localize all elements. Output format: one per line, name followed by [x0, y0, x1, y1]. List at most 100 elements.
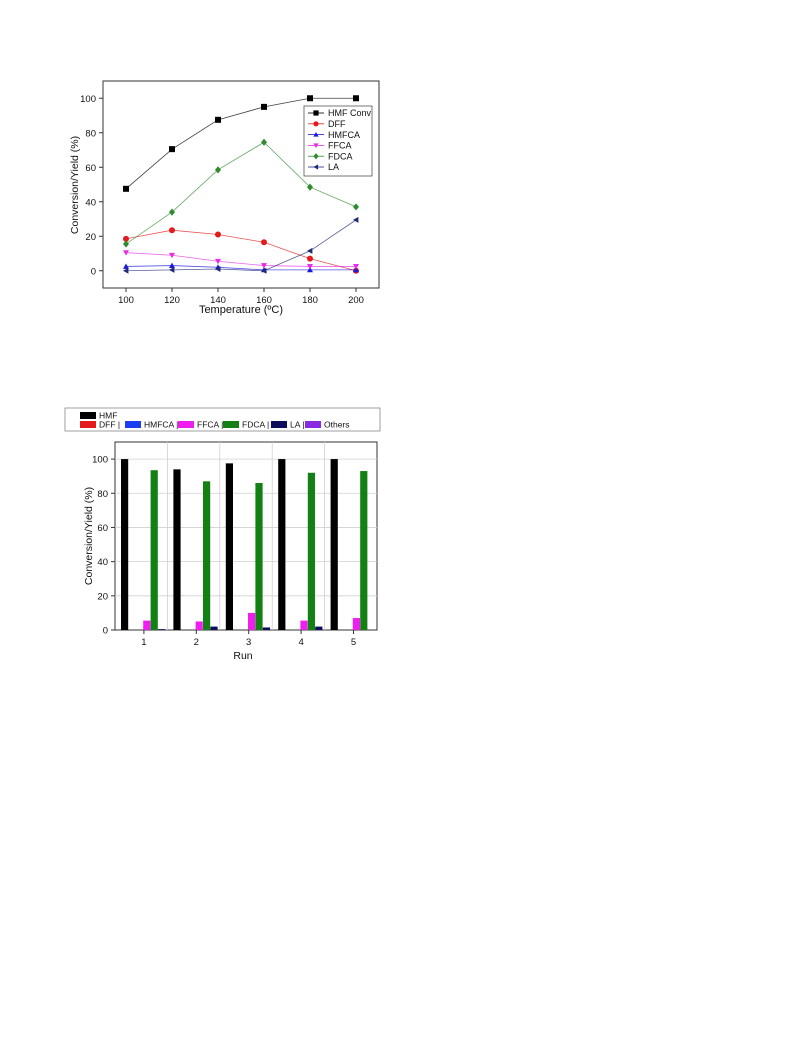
chart1-series-line-ffca [125, 252, 356, 267]
chart2-y-tick-label: 80 [97, 489, 108, 500]
chart2-legend-swatch-hmfca [125, 421, 141, 428]
chart1-x-tick-label: 140 [210, 295, 226, 306]
chart1-point-hmfca [353, 266, 359, 273]
chart1-x-tick-label: 120 [164, 295, 180, 306]
chart1-legend-label-dff: DFF [328, 119, 346, 129]
chart1-y-tick-label: 0 [91, 266, 96, 277]
chart1-legend-box [303, 105, 373, 177]
chart2-bar-hmf-run-5 [330, 459, 338, 630]
chart2-y-axis-label: Conversion/Yield (%) [83, 487, 95, 585]
chart2-bar-fdca-run-3 [255, 483, 263, 630]
chart2-bar-ffca-run-3 [248, 612, 256, 630]
chart2-y-tick-label: 20 [97, 591, 108, 602]
chart1-point-dff [169, 227, 175, 234]
chart1-legend-label-fdca: FDCA [328, 151, 353, 161]
chart1-point-la [353, 216, 359, 223]
chart2-bar-fdca-run-5 [360, 471, 368, 630]
chart1-point-dff [261, 239, 267, 246]
chart2-legend-swatch-dff [80, 421, 96, 428]
chart2-bar-hmf-run-3 [225, 463, 233, 630]
chart2-x-tick-label: 1 [141, 637, 146, 648]
chart2-bar-fdca-run-2 [203, 481, 211, 630]
chart1-x-tick-label: 100 [118, 295, 134, 306]
chart1-x-tick-label: 200 [348, 295, 364, 306]
chart1-y-tick-label: 80 [85, 128, 96, 139]
chart1-legend-label-hmfca: HMFCA [328, 130, 360, 140]
chart1-point-fdca [307, 183, 313, 191]
chart2-legend-label-dff: DFF | [99, 420, 120, 430]
chart2-legend-label-others: Others [324, 420, 350, 430]
chart1-legend-marker-ffca [313, 143, 319, 148]
chart1-series-line-hmf-conv [125, 97, 356, 190]
chart1-point-la [215, 266, 221, 273]
chart2-y-tick-label: 0 [103, 626, 108, 637]
chart2-bar-la-run-1 [158, 629, 166, 630]
chart1-series-line-la [125, 219, 357, 272]
chart2-legend-label-hmfca: HMFCA | [144, 420, 178, 430]
chart2-legend-swatch-ffca [178, 421, 194, 428]
chart2-legend-box [64, 407, 381, 432]
chart2-legend-swatch-others [305, 421, 321, 428]
chart1-point-la [123, 267, 129, 274]
chart2-legend-swatch-fdca [223, 421, 239, 428]
chart1-legend-marker-la [313, 164, 319, 170]
chart2-legend-swatch-la [271, 421, 287, 428]
chart1-point-hmf-conv [169, 146, 175, 153]
chart2-legend-label-ffca: FFCA | [197, 420, 223, 430]
chart1-point-ffca [123, 250, 129, 256]
chart2-x-tick-label: 5 [351, 637, 356, 648]
chart1-point-hmf-conv [307, 95, 313, 102]
chart1-point-dff [123, 235, 129, 242]
chart1-series-line-dff [125, 229, 357, 272]
chart2-bar-hmf-run-2 [173, 469, 181, 630]
chart1-y-tick-label: 40 [85, 197, 96, 208]
chart1-point-la [169, 266, 175, 273]
chart1-x-tick-label: 160 [256, 295, 272, 306]
chart1-point-fdca [123, 240, 129, 248]
chart1-legend-marker-hmf-conv [313, 110, 319, 116]
chart1-point-ffca [307, 264, 313, 270]
chart2-bar-hmf-run-1 [121, 459, 129, 630]
chart1-legend-marker-hmfca [313, 132, 319, 137]
chart1-point-ffca [261, 263, 267, 269]
chart2-legend-label-fdca: FDCA | [242, 420, 269, 430]
chart1-x-tick-label: 180 [302, 295, 318, 306]
chart2-bar-la-run-3 [262, 627, 270, 630]
chart2-bar-la-run-4 [315, 626, 323, 630]
chart1-legend-marker-dff [313, 121, 319, 127]
chart1-point-dff [307, 255, 313, 262]
chart2-bar-fdca-run-1 [150, 470, 158, 630]
chart1-point-fdca [169, 208, 175, 216]
chart1-point-la [307, 247, 313, 254]
chart1-point-fdca [261, 138, 267, 146]
chart1-point-hmfca [169, 262, 175, 268]
chart1-point-hmf-conv [353, 95, 359, 102]
chart1-y-tick-label: 100 [80, 94, 96, 105]
chart1-series-line-fdca [125, 141, 357, 245]
chart1-legend-label-la: LA [328, 162, 339, 172]
chart1-point-hmf-conv [215, 116, 221, 123]
chart2-x-axis-label: Run [233, 650, 252, 660]
temperature-line-chart: 0 20 40 60 80 100 100 120 140 160 180 200 HMF Conv… [69, 80, 380, 316]
chart2-x-tick-label: 4 [298, 637, 303, 648]
chart1-y-tick-label: 60 [85, 163, 96, 174]
chart2-bar-ffca-run-4 [300, 620, 308, 630]
chart1-point-la [261, 267, 267, 274]
chart1-y-tick-label: 20 [85, 232, 96, 243]
chart1-point-ffca [353, 264, 359, 270]
chart2-legend-label-la: LA | [290, 420, 305, 430]
chart1-point-dff [215, 231, 221, 238]
chart2-y-tick-label: 100 [92, 455, 108, 466]
chart1-x-axis-label: Temperature (ºC) [199, 304, 283, 316]
chart1-point-ffca [215, 258, 221, 265]
chart1-legend-marker-fdca [313, 153, 319, 160]
chart1-point-ffca [169, 252, 175, 259]
chart2-bar-la-run-2 [210, 626, 218, 630]
chart2-bar-ffca-run-5 [352, 618, 360, 630]
chart2-bar-hmf-run-4 [278, 459, 286, 630]
chart1-point-hmf-conv [261, 103, 267, 110]
chart1-point-fdca [353, 203, 359, 211]
chart1-series-line-hmfca [125, 265, 356, 271]
chart1-point-hmfca [307, 266, 313, 273]
